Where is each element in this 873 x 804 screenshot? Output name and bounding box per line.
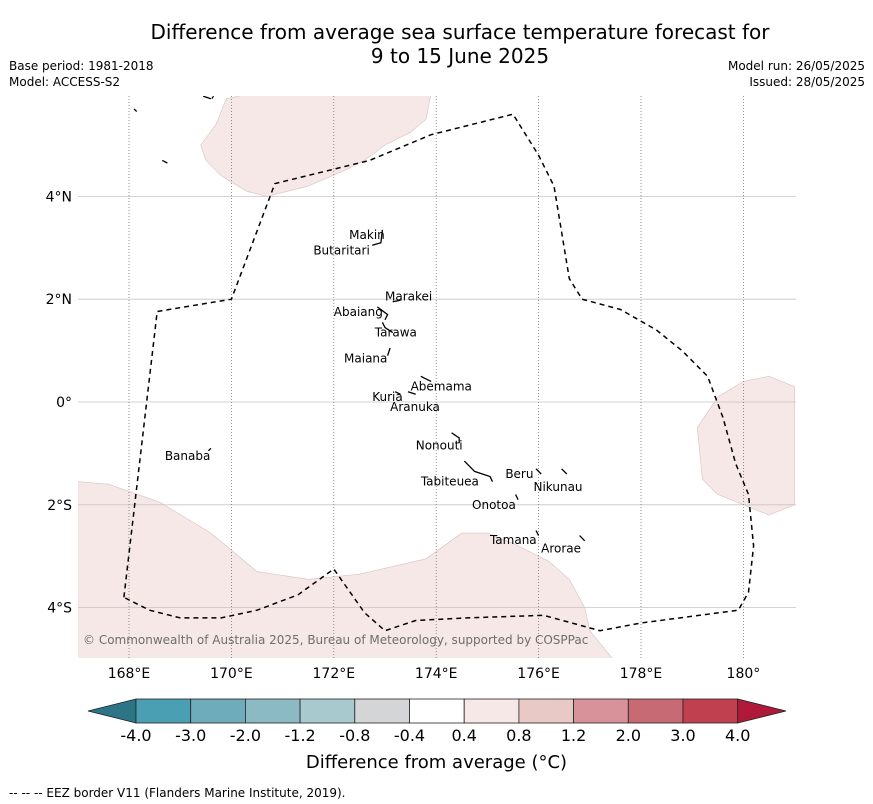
copyright-text: © Commonwealth of Australia 2025, Bureau… bbox=[83, 633, 588, 647]
island-outline bbox=[463, 460, 494, 482]
lat-tick-label: 4°N bbox=[46, 189, 72, 205]
colorbar-tick-label: -3.0 bbox=[175, 726, 207, 745]
place-label: Aranuka bbox=[390, 400, 440, 414]
title-line-2: 9 to 15 June 2025 bbox=[370, 44, 550, 68]
lon-tick-label: 176°E bbox=[517, 666, 560, 682]
island-outline bbox=[535, 530, 540, 536]
lon-tick-label: 174°E bbox=[415, 666, 458, 682]
latitude-labels: 4°N 2°N 0° 2°S 4°S bbox=[46, 189, 73, 616]
issued-text: Issued: 28/05/2025 bbox=[749, 75, 865, 89]
place-label: Abemama bbox=[411, 380, 472, 394]
colorbar-tick-label: 2.0 bbox=[615, 726, 642, 745]
place-label: Nonouti bbox=[416, 439, 463, 453]
place-label: Tabiteuea bbox=[420, 475, 479, 489]
base-period-text: Base period: 1981-2018 bbox=[9, 59, 154, 73]
lon-tick-label: 170°E bbox=[210, 666, 253, 682]
island-outline bbox=[162, 159, 168, 164]
anomaly-region-1 bbox=[78, 481, 613, 658]
island-outline bbox=[515, 494, 519, 500]
island-outline bbox=[211, 96, 215, 100]
meta-right: Model run: 26/05/2025 Issued: 28/05/2025 bbox=[728, 58, 865, 90]
colorbar-bin bbox=[682, 698, 739, 724]
anomaly-region-2 bbox=[696, 375, 795, 516]
colorbar-bin bbox=[627, 698, 684, 724]
colorbar-bin bbox=[190, 698, 246, 724]
island-outline bbox=[133, 108, 138, 113]
colorbar-tick-label: 4.0 bbox=[724, 726, 751, 745]
lon-tick-label: 168°E bbox=[108, 666, 151, 682]
colorbar-bin bbox=[573, 698, 629, 724]
island-outline bbox=[202, 96, 212, 100]
place-label: Abaiang bbox=[334, 305, 383, 319]
place-label: Onotoa bbox=[472, 498, 516, 512]
place-label: Makin bbox=[349, 228, 385, 242]
island-outline bbox=[535, 468, 542, 475]
eez-border-line bbox=[123, 113, 755, 632]
place-label: Maiana bbox=[344, 351, 387, 365]
colorbar-tick-label: -0.8 bbox=[339, 726, 371, 745]
island-outline bbox=[376, 306, 389, 321]
colorbar-bin bbox=[409, 698, 465, 724]
island-outline bbox=[381, 322, 394, 334]
longitude-labels: 168°E 170°E 172°E 174°E 176°E 178°E 180° bbox=[108, 666, 761, 682]
island-outline bbox=[420, 375, 432, 382]
lat-tick-label: 4°S bbox=[47, 601, 72, 617]
lat-tick-label: 2°S bbox=[47, 498, 72, 514]
place-label: Butaritari bbox=[313, 243, 370, 257]
lon-tick-label: 180° bbox=[727, 666, 761, 682]
island-outline bbox=[579, 535, 586, 542]
island-outline bbox=[372, 229, 384, 246]
model-text: Model: ACCESS-S2 bbox=[9, 75, 121, 89]
colorbar-tick-labels: -4.0 -3.0 -2.0 -1.2 -0.8 -0.4 0.4 0.8 1.2 2.0 3.0 4… bbox=[0, 726, 873, 746]
island-outline bbox=[407, 391, 416, 395]
colorbar-bin bbox=[299, 698, 356, 724]
island-coastlines bbox=[133, 96, 586, 542]
anomaly-regions bbox=[78, 96, 795, 658]
place-label: Tamana bbox=[489, 533, 537, 547]
colorbar-tick-label: 0.4 bbox=[451, 726, 477, 745]
island-outline bbox=[207, 447, 212, 452]
place-label: Nikunau bbox=[533, 480, 582, 494]
colorbar-title: Difference from average (°C) bbox=[305, 752, 568, 773]
place-label: Beru bbox=[505, 467, 533, 481]
colorbar-bin bbox=[354, 698, 410, 724]
place-label: Kuria bbox=[372, 390, 403, 404]
island-outline bbox=[394, 391, 401, 395]
chart-title: Difference from average sea surface temp… bbox=[80, 20, 840, 68]
lon-tick-label: 178°E bbox=[620, 666, 663, 682]
colorbar-bin bbox=[463, 698, 520, 724]
colorbar-extend-low bbox=[87, 698, 137, 724]
colorbar bbox=[87, 698, 787, 724]
island-outline bbox=[561, 468, 568, 475]
island-outline bbox=[386, 347, 391, 356]
place-label: Tarawa bbox=[374, 326, 417, 340]
meta-left: Base period: 1981-2018 Model: ACCESS-S2 bbox=[9, 58, 154, 90]
lon-tick-label: 172°E bbox=[313, 666, 356, 682]
colorbar-tick-label: -2.0 bbox=[229, 726, 261, 745]
colorbar-bin bbox=[244, 698, 301, 724]
place-label: Arorae bbox=[541, 541, 581, 555]
colorbar-tick-label: -1.2 bbox=[284, 726, 316, 745]
colorbar-tick-label: 3.0 bbox=[670, 726, 696, 745]
colorbar-tick-label: -4.0 bbox=[120, 726, 152, 745]
colorbar-tick-label: 1.2 bbox=[560, 726, 587, 745]
lat-tick-label: 2°N bbox=[46, 292, 72, 308]
title-line-1: Difference from average sea surface temp… bbox=[150, 20, 770, 44]
colorbar-bin bbox=[518, 698, 575, 724]
place-label: Marakei bbox=[385, 290, 432, 304]
island-outline bbox=[392, 299, 401, 303]
gridlines bbox=[78, 96, 796, 658]
anomaly-region-0 bbox=[200, 96, 431, 197]
colorbar-tick-label: 0.8 bbox=[506, 726, 532, 745]
lat-tick-label: 0° bbox=[56, 395, 72, 411]
place-label: Banaba bbox=[165, 449, 211, 463]
colorbar-extend-high bbox=[737, 698, 787, 724]
colorbar-bin bbox=[135, 698, 192, 724]
colorbar-tick-label: -0.4 bbox=[393, 726, 426, 745]
island-outline bbox=[451, 432, 460, 444]
eez-footnote: -- -- -- EEZ border V11 (Flanders Marine… bbox=[9, 786, 346, 800]
model-run-text: Model run: 26/05/2025 bbox=[727, 59, 865, 73]
